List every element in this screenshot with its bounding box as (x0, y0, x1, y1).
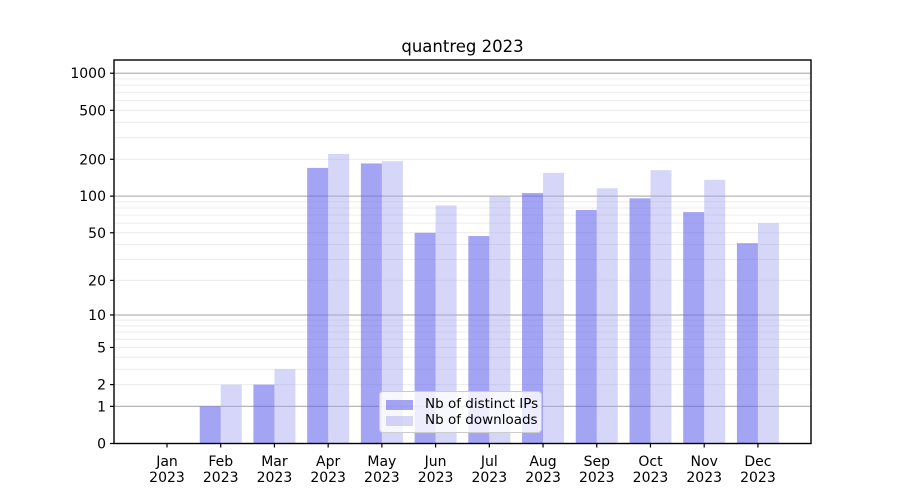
y-tick-label-1000: 1000 (70, 66, 106, 82)
x-tick-label-aug: Aug 2023 (525, 454, 561, 486)
y-tick-label-2: 2 (97, 378, 106, 394)
y-tick-label-100: 100 (79, 189, 106, 205)
bar-downloads-may (381, 161, 403, 444)
y-tick-label-200: 200 (79, 152, 106, 168)
legend-swatch-distinct-ips (386, 399, 413, 410)
y-tick-label-20: 20 (88, 273, 106, 289)
plot-frame (113, 59, 812, 445)
bar-distinct-ips-apr (307, 167, 329, 444)
bar-downloads-sep (596, 188, 618, 444)
bar-downloads-nov (704, 179, 726, 444)
x-tick-label-oct: Oct 2023 (633, 454, 669, 486)
bar-distinct-ips-mar (253, 384, 275, 444)
bar-distinct-ips-oct (629, 198, 651, 444)
legend-label-downloads: Nb of downloads (425, 412, 538, 428)
legend: Nb of distinct IPs Nb of downloads (379, 391, 542, 433)
legend-entry-distinct-ips: Nb of distinct IPs (386, 397, 538, 412)
bar-distinct-ips-sep (575, 209, 597, 444)
y-tick-label-50: 50 (88, 226, 106, 242)
bar-downloads-mar (274, 369, 296, 444)
bar-downloads-apr (328, 153, 350, 444)
x-tick-label-may: May 2023 (364, 454, 400, 486)
x-tick-label-jan: Jan 2023 (149, 454, 185, 486)
bar-distinct-ips-jun (414, 232, 436, 444)
bar-downloads-jul (489, 196, 511, 444)
legend-swatch-downloads (386, 415, 413, 426)
legend-label-distinct-ips: Nb of distinct IPs (425, 396, 539, 412)
x-tick-label-sep: Sep 2023 (579, 454, 615, 486)
x-tick-label-feb: Feb 2023 (203, 454, 239, 486)
bar-distinct-ips-may (360, 163, 382, 444)
chart-title: quantreg 2023 (401, 37, 524, 56)
legend-entry-downloads: Nb of downloads (386, 413, 538, 428)
bar-downloads-aug (543, 172, 565, 444)
bar-distinct-ips-aug (522, 193, 544, 444)
bar-downloads-dec (757, 223, 779, 444)
bar-downloads-oct (650, 170, 672, 444)
y-tick-label-10: 10 (88, 308, 106, 324)
x-tick-label-mar: Mar 2023 (257, 454, 293, 486)
y-tick-label-0: 0 (97, 437, 106, 453)
y-tick-label-5: 5 (97, 340, 106, 356)
x-tick-label-apr: Apr 2023 (310, 454, 346, 486)
x-tick-label-jun: Jun 2023 (418, 454, 454, 486)
bar-distinct-ips-feb (199, 406, 221, 444)
bar-distinct-ips-dec (736, 243, 758, 444)
y-tick-label-500: 500 (79, 103, 106, 119)
bar-downloads-feb (220, 384, 242, 444)
bar-distinct-ips-nov (683, 212, 705, 444)
x-tick-label-jul: Jul 2023 (471, 454, 507, 486)
x-tick-label-nov: Nov 2023 (686, 454, 722, 486)
x-tick-label-dec: Dec 2023 (740, 454, 776, 486)
bar-downloads-jun (435, 205, 457, 444)
y-tick-label-1: 1 (97, 399, 106, 415)
